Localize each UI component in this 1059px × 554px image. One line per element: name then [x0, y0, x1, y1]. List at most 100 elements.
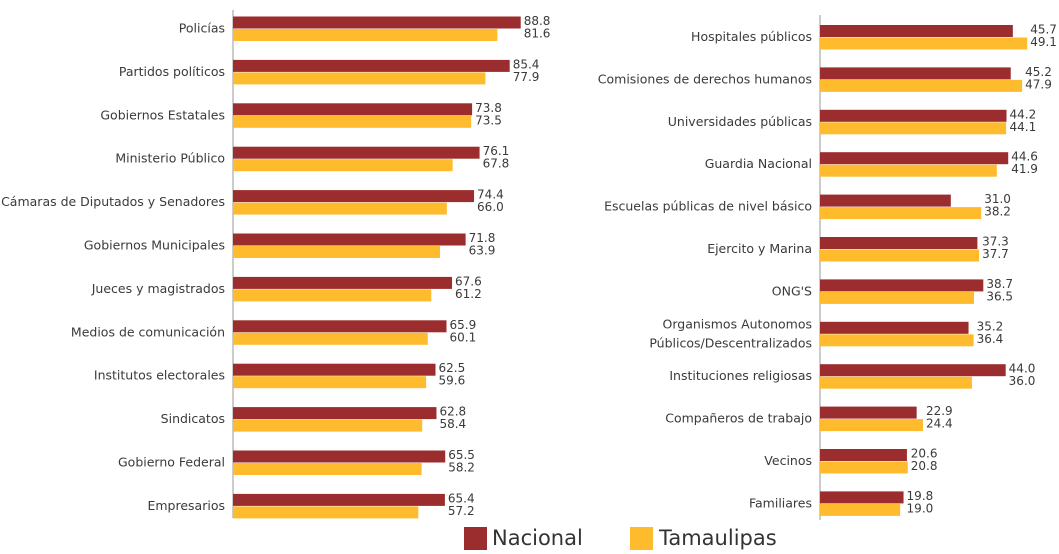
value-label: 44.0: [1009, 362, 1036, 376]
bar: [820, 364, 1006, 377]
bar: [820, 491, 904, 504]
value-label: 73.5: [475, 113, 502, 127]
category-label: Vecinos: [764, 453, 812, 468]
category-label: Ejercito y Marina: [707, 241, 812, 256]
bar: [820, 207, 982, 220]
category-label: Ministerio Público: [115, 150, 225, 165]
bar: [233, 146, 480, 159]
category-label: Cámaras de Diputados y Senadores: [1, 194, 225, 209]
category-label: Gobiernos Estatales: [100, 107, 225, 122]
bar: [820, 79, 1023, 92]
category-label: Partidos políticos: [119, 63, 225, 78]
value-label: 31.0: [984, 192, 1011, 206]
value-label: 74.4: [477, 188, 504, 202]
category-label: ONG'S: [772, 283, 812, 298]
value-label: 59.6: [439, 374, 466, 388]
bar: [233, 115, 472, 128]
value-label: 61.2: [455, 287, 482, 301]
bar: [233, 289, 432, 302]
value-label: 37.7: [982, 247, 1009, 261]
bar: [233, 246, 441, 258]
bar: [233, 363, 436, 376]
value-label: 58.2: [448, 461, 475, 475]
bar: [820, 334, 974, 347]
category-label: Instituciones religiosas: [669, 368, 812, 383]
bar: [233, 493, 445, 506]
value-label: 67.6: [455, 274, 482, 288]
legend-label: Nacional: [492, 526, 583, 550]
value-label: 47.9: [1025, 77, 1052, 91]
value-label: 36.4: [977, 332, 1004, 346]
category-label: Jueces y magistrados: [91, 280, 225, 295]
category-label: Universidades públicas: [668, 113, 812, 128]
value-label: 36.5: [986, 289, 1013, 303]
legend-swatch: [464, 527, 487, 550]
value-label: 20.8: [911, 459, 938, 473]
bar: [820, 237, 978, 249]
bar: [820, 321, 969, 334]
value-label: 71.8: [469, 231, 496, 245]
value-label: 22.9: [926, 404, 953, 418]
category-label: Organismos Autonomos Públicos/Descentrali…: [649, 316, 812, 350]
bar: [233, 463, 422, 475]
value-label: 57.2: [448, 504, 475, 518]
bar: [820, 419, 923, 432]
value-label: 65.9: [450, 318, 477, 332]
category-label: Medios de comunicación: [71, 324, 225, 339]
bar: [820, 249, 980, 262]
bar: [820, 164, 997, 177]
bar: [820, 25, 1013, 37]
legend-swatch: [630, 527, 653, 550]
value-label: 76.1: [483, 144, 510, 158]
value-label: 65.4: [448, 491, 475, 505]
category-label: Familiares: [749, 495, 812, 510]
bar: [233, 332, 428, 345]
value-label: 38.2: [984, 205, 1011, 219]
value-label: 45.7: [1030, 23, 1057, 37]
value-label: 67.8: [483, 157, 510, 171]
bar: [820, 291, 975, 304]
category-label: Escuelas públicas de nivel básico: [604, 198, 812, 213]
value-label: 45.2: [1025, 65, 1052, 79]
category-label: Guardia Nacional: [705, 156, 812, 171]
bar: [820, 461, 908, 474]
bar: [233, 506, 419, 519]
bar: [233, 419, 423, 432]
value-label: 37.3: [982, 235, 1009, 249]
category-label: Policías: [179, 20, 225, 35]
value-label: 65.5: [448, 448, 475, 462]
value-label: 58.4: [439, 417, 466, 431]
bar: [820, 376, 972, 389]
value-label: 88.8: [524, 14, 551, 28]
value-label: 38.7: [986, 277, 1013, 291]
category-label: Compañeros de trabajo: [665, 410, 812, 425]
bar: [233, 59, 510, 72]
value-label: 66.0: [477, 200, 504, 214]
bar: [233, 407, 437, 420]
bar: [820, 122, 1007, 135]
bar: [233, 376, 427, 389]
legend-label: Tamaulipas: [658, 526, 777, 550]
value-label: 44.6: [1011, 150, 1038, 164]
value-label: 81.6: [524, 27, 551, 41]
value-label: 44.1: [1010, 120, 1037, 134]
bar: [233, 320, 447, 333]
bar: [233, 450, 446, 463]
bar: [233, 29, 498, 41]
value-label: 77.9: [513, 70, 540, 84]
value-label: 44.2: [1010, 107, 1037, 121]
bar: [820, 152, 1009, 165]
value-label: 62.8: [439, 405, 466, 419]
value-label: 73.8: [475, 101, 502, 115]
category-label: Empresarios: [147, 497, 225, 512]
bar: [820, 503, 901, 516]
bar: [233, 103, 473, 116]
bar: [233, 16, 521, 29]
bar: [820, 449, 907, 461]
bar: [233, 276, 453, 289]
category-label: Comisiones de derechos humanos: [598, 71, 812, 86]
value-label: 19.8: [907, 489, 934, 503]
value-label: 24.4: [926, 417, 953, 431]
